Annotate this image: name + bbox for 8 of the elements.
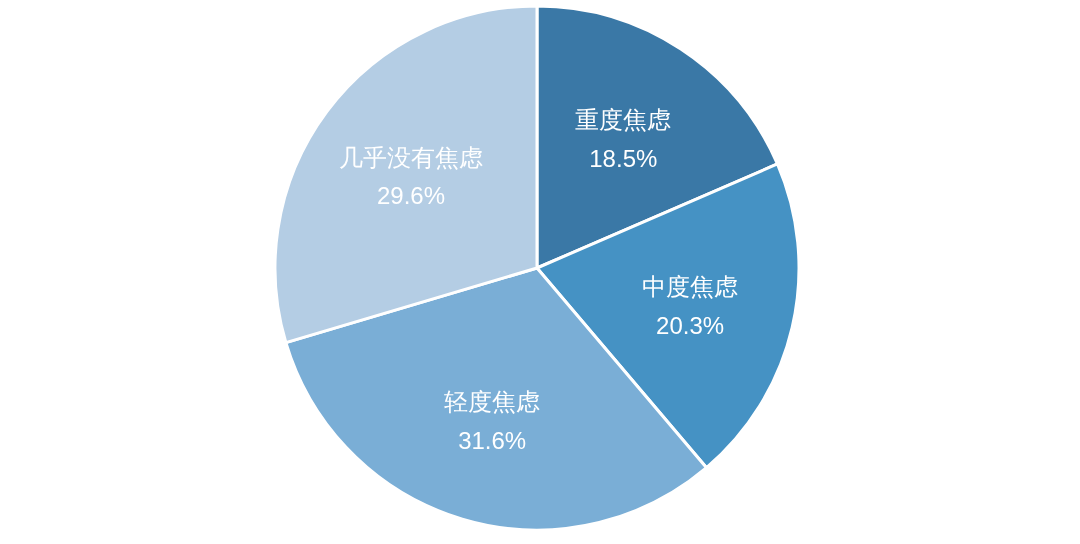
slice-label: 中度焦虑 xyxy=(642,273,739,301)
data-label: 31.6% xyxy=(458,426,527,454)
data-label: 29.6% xyxy=(376,182,446,210)
data-label: 20.3% xyxy=(656,311,725,339)
slice-label: 几乎没有焦虑 xyxy=(338,143,483,171)
data-label: 18.5% xyxy=(589,144,658,172)
slice-label: 重度焦虑 xyxy=(575,106,672,134)
slice-label: 轻度焦虑 xyxy=(444,388,541,416)
